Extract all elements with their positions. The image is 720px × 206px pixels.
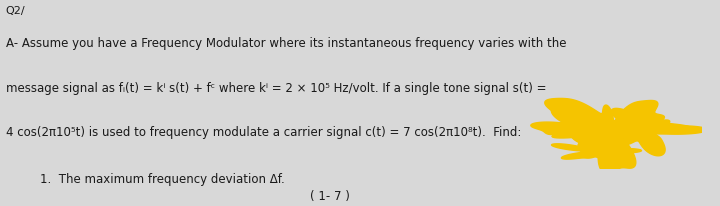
Text: Q2/: Q2/ [6, 6, 25, 16]
Text: 4 cos(2π10⁵t) is used to frequency modulate a carrier signal c(t) = 7 cos(2π10⁸t: 4 cos(2π10⁵t) is used to frequency modul… [6, 126, 521, 139]
Polygon shape [589, 109, 707, 156]
Polygon shape [545, 99, 692, 174]
Polygon shape [531, 107, 614, 145]
Text: ( 1- 7 ): ( 1- 7 ) [310, 189, 349, 202]
Text: 1.  The maximum frequency deviation Δf.: 1. The maximum frequency deviation Δf. [40, 172, 284, 185]
Polygon shape [552, 141, 642, 164]
Text: A- Assume you have a Frequency Modulator where its instantaneous frequency varie: A- Assume you have a Frequency Modulator… [6, 37, 566, 50]
Text: message signal as fᵢ(t) = kⁱ s(t) + fᶜ where kⁱ = 2 × 10⁵ Hz/volt. If a single t: message signal as fᵢ(t) = kⁱ s(t) + fᶜ w… [6, 81, 546, 94]
